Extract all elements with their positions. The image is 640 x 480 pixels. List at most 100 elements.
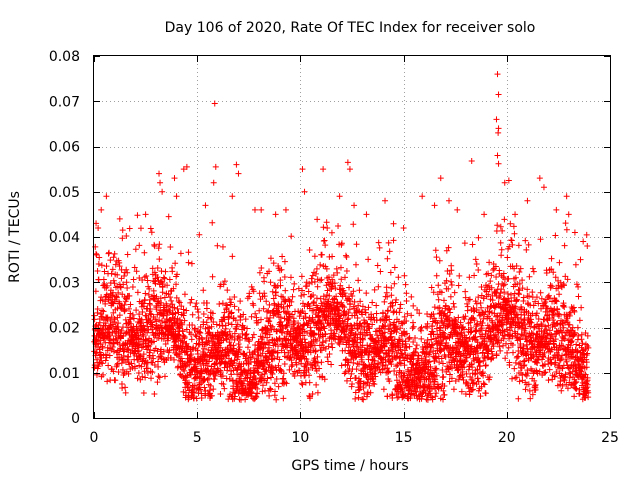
data-point — [166, 276, 173, 283]
data-point — [511, 230, 518, 237]
data-point — [123, 232, 130, 239]
data-point — [142, 374, 149, 381]
data-point — [507, 220, 514, 227]
data-point — [380, 386, 387, 393]
data-point — [273, 396, 280, 403]
data-point — [390, 328, 397, 335]
data-point — [277, 318, 284, 325]
data-point — [497, 223, 504, 230]
data-point — [357, 320, 364, 327]
data-point — [228, 299, 235, 306]
data-point — [354, 334, 361, 341]
data-point — [263, 308, 270, 315]
data-point — [175, 353, 182, 360]
data-point — [298, 292, 305, 299]
data-point — [329, 276, 336, 283]
data-point — [261, 278, 268, 285]
data-point — [402, 340, 409, 347]
data-point — [167, 243, 174, 250]
data-point — [237, 334, 244, 341]
data-point — [185, 394, 192, 401]
data-point — [342, 252, 349, 259]
data-point-outlier — [419, 193, 426, 200]
data-point-outlier — [272, 211, 279, 218]
data-point — [226, 375, 233, 382]
data-point — [259, 388, 266, 395]
data-point — [169, 301, 176, 308]
data-point — [510, 349, 517, 356]
data-point — [104, 378, 111, 385]
data-point — [173, 281, 180, 288]
data-point — [114, 360, 121, 367]
data-point — [229, 253, 236, 260]
data-point — [389, 356, 396, 363]
data-point — [296, 367, 303, 374]
data-point — [148, 375, 155, 382]
data-point — [341, 290, 348, 297]
data-point — [160, 274, 167, 281]
data-point-outlier — [235, 170, 242, 177]
data-point — [346, 306, 353, 313]
data-point — [346, 284, 353, 291]
data-point — [133, 268, 140, 275]
data-point — [162, 268, 169, 275]
data-point — [290, 315, 297, 322]
data-point — [150, 355, 157, 362]
data-point — [204, 324, 211, 331]
data-point — [124, 285, 131, 292]
data-point-outlier — [524, 197, 531, 204]
data-point — [203, 300, 210, 307]
data-point — [317, 295, 324, 302]
data-point — [312, 347, 319, 354]
data-point — [100, 371, 107, 378]
data-point — [476, 327, 483, 334]
data-point — [140, 389, 147, 396]
data-point — [522, 237, 529, 244]
data-point — [110, 277, 117, 284]
data-point — [354, 326, 361, 333]
data-point-outlier — [258, 206, 265, 213]
data-point — [134, 212, 141, 219]
data-point — [291, 368, 298, 375]
data-point — [178, 303, 185, 310]
data-point — [193, 395, 200, 402]
data-point — [226, 363, 233, 370]
data-point — [548, 255, 555, 262]
data-point — [397, 360, 404, 367]
data-point — [99, 360, 106, 367]
data-point — [264, 375, 271, 382]
data-point — [217, 390, 224, 397]
data-point — [243, 352, 250, 359]
data-point-outlier — [493, 116, 500, 123]
data-point — [304, 359, 311, 366]
data-point-outlier — [299, 166, 306, 173]
data-point — [286, 319, 293, 326]
data-point — [106, 352, 113, 359]
data-point — [516, 269, 523, 276]
data-point — [410, 323, 417, 330]
data-point — [189, 321, 196, 328]
data-point — [182, 363, 189, 370]
data-point — [336, 341, 343, 348]
data-point — [287, 274, 294, 281]
data-point — [110, 254, 117, 261]
data-point — [403, 344, 410, 351]
data-point — [95, 363, 102, 370]
data-point — [266, 318, 273, 325]
data-point — [583, 231, 590, 238]
data-point — [137, 318, 144, 325]
data-point — [390, 220, 397, 227]
data-point — [151, 269, 158, 276]
data-point — [482, 362, 489, 369]
data-point-outlier — [512, 211, 519, 218]
data-point — [309, 316, 316, 323]
data-point — [94, 306, 101, 313]
data-point — [112, 298, 119, 305]
data-point — [139, 331, 146, 338]
data-point — [418, 324, 425, 331]
data-point — [96, 254, 103, 261]
data-point — [228, 310, 235, 317]
data-point — [129, 311, 136, 318]
data-point — [155, 363, 162, 370]
x-tick-label: 0 — [90, 430, 99, 446]
